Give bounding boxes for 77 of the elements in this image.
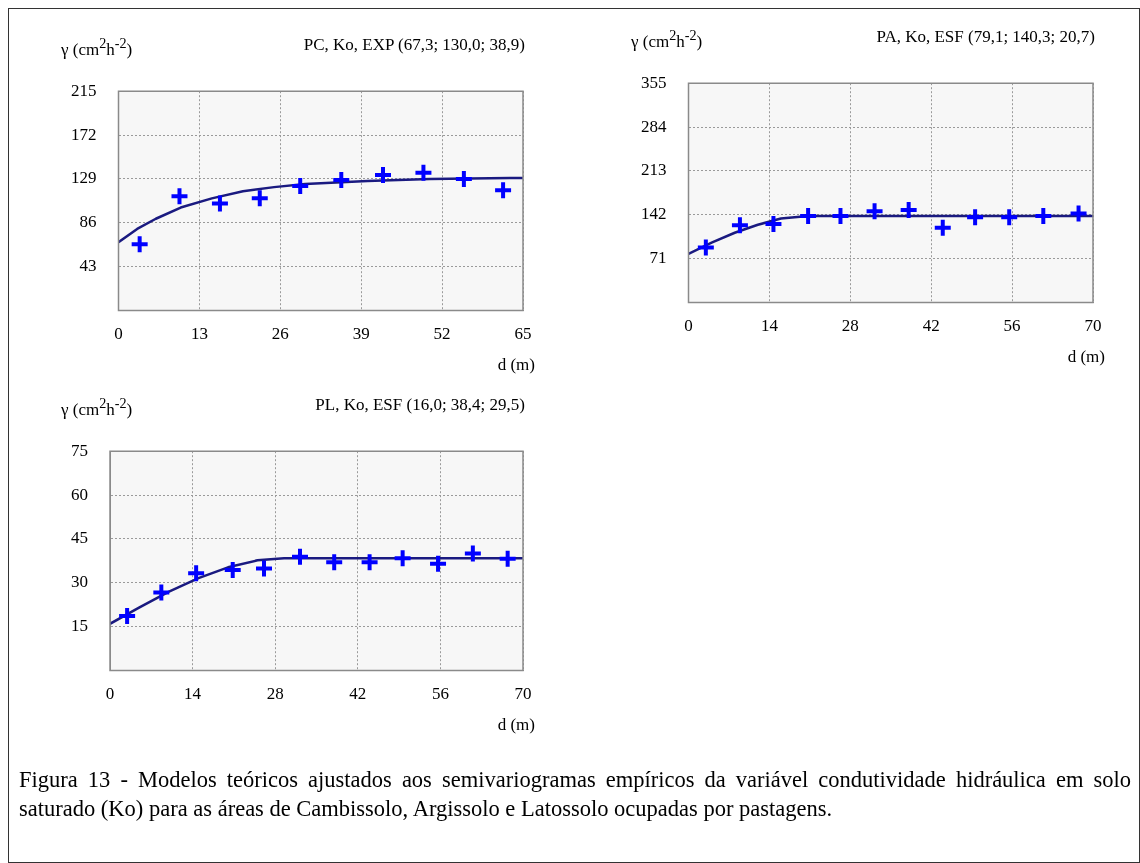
point (462, 543, 483, 564)
point (169, 186, 190, 207)
y-tick-label: 75 (71, 440, 88, 460)
x-tick-label: 0 (684, 316, 693, 336)
y-tick-label: 355 (641, 72, 667, 92)
y-tick-label: 172 (71, 124, 97, 144)
x-tick-label: 52 (433, 324, 451, 344)
point (729, 215, 750, 236)
point (222, 559, 243, 580)
point (359, 552, 380, 573)
point (932, 217, 953, 238)
x-axis-title: d (m) (496, 355, 536, 375)
x-tick-label: 39 (352, 324, 370, 344)
y-tick-label: 43 (79, 256, 97, 276)
y-tick-label: 15 (71, 616, 88, 636)
point (999, 207, 1020, 228)
x-tick-label: 26 (271, 324, 289, 344)
point (830, 206, 851, 227)
x-tick-label: 14 (760, 316, 779, 336)
point (898, 199, 919, 220)
y-tick-label: 284 (641, 116, 667, 136)
point (117, 605, 138, 626)
x-tick-label: 28 (266, 684, 284, 704)
x-tick-label: 0 (114, 324, 123, 344)
point (798, 206, 819, 227)
point (209, 193, 230, 214)
y-axis-title: γ (cm$^{2}$h$^{-2}$) (631, 27, 703, 52)
y-tick-label: 30 (71, 572, 88, 592)
point (151, 582, 172, 603)
y-tick-label: 45 (71, 528, 88, 548)
point (965, 207, 986, 228)
x-tick-label: 0 (105, 684, 115, 704)
chart-title: PC, Ko, EXP (67,3; 130,0; 38,9) (303, 35, 525, 55)
text: Figura 13 - Modelos teóricos ajustados aos semivariogramas empíricos da variável condutividade hidráulica em solo saturado (Ko) para as áreas de Cambissolo, Argissolo e Latossolo ocupadas por pastagens. (19, 766, 1131, 823)
point (331, 169, 352, 190)
x-axis-title: d (m) (1066, 347, 1106, 367)
point (497, 548, 518, 569)
point (864, 201, 885, 222)
point (453, 168, 474, 189)
x-tick-label: 65 (514, 324, 532, 344)
point (324, 552, 345, 573)
point (290, 176, 311, 197)
point (413, 162, 434, 183)
point (1068, 203, 1089, 224)
x-tick-label: 70 (514, 684, 532, 704)
chart-title: PA, Ko, ESF (79,1; 140,3; 20,7) (876, 27, 1095, 47)
point (253, 558, 274, 579)
y-axis-title: γ (cm$^{2}$h$^{-2}$) (61, 395, 133, 420)
y-axis-title: γ (cm$^{2}$h$^{-2}$) (61, 35, 133, 60)
chart-title: PL, Ko, ESF (16,0; 38,4; 29,5) (315, 395, 525, 415)
point (249, 188, 270, 209)
x-tick-label: 56 (1003, 316, 1021, 336)
point (186, 563, 207, 584)
y-tick-label: 142 (641, 204, 667, 224)
point (392, 548, 413, 569)
y-tick-label: 129 (71, 168, 97, 188)
y-tick-label: 86 (79, 212, 97, 232)
y-tick-label: 215 (71, 80, 97, 100)
x-tick-label: 28 (841, 316, 859, 336)
x-tick-label: 56 (431, 684, 449, 704)
point (1033, 206, 1054, 227)
point (289, 546, 310, 567)
point (129, 234, 150, 255)
y-tick-label: 213 (641, 160, 667, 180)
x-tick-label: 70 (1084, 316, 1102, 336)
point (428, 553, 449, 574)
x-tick-label: 42 (349, 684, 367, 704)
point (372, 164, 393, 185)
x-tick-label: 42 (922, 316, 940, 336)
y-tick-label: 60 (71, 484, 88, 504)
y-tick-label: 71 (649, 248, 667, 268)
x-axis-title: d (m) (496, 715, 536, 735)
x-tick-label: 13 (190, 324, 208, 344)
point (763, 214, 784, 235)
point (695, 237, 716, 258)
point (493, 180, 514, 201)
x-tick-label: 14 (184, 684, 202, 704)
